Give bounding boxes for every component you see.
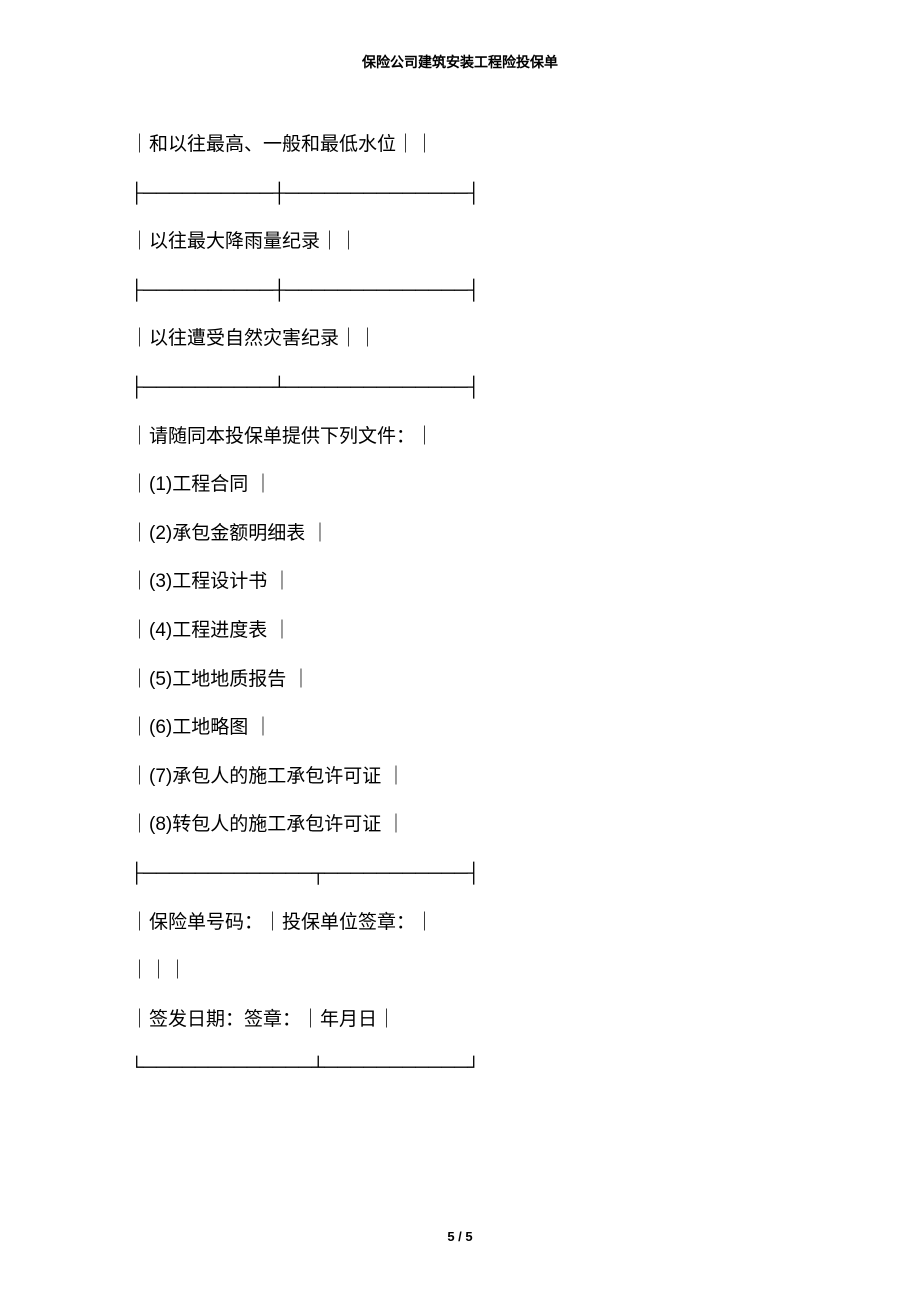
content-line: ｜保险单号码：｜投保单位签章：｜ (130, 910, 790, 937)
content-line: ｜(2)承包金额明细表 ｜ (130, 521, 790, 548)
content-line: ｜以往最大降雨量纪录｜｜ (130, 229, 790, 256)
content-line: ｜(5)工地地质报告 ｜ (130, 667, 790, 694)
content-line: ｜(7)承包人的施工承包许可证 ｜ (130, 764, 790, 791)
content-line: ｜请随同本投保单提供下列文件：｜ (130, 424, 790, 451)
page-header-title: 保险公司建筑安装工程险投保单 (0, 0, 920, 72)
divider-line: └─────────────┴───────────┘ (130, 1055, 790, 1082)
page-footer: 5 / 5 (0, 1229, 920, 1244)
divider-line: ├─────────────┬───────────┤ (130, 861, 790, 888)
content-line: ｜(1)工程合同 ｜ (130, 472, 790, 499)
content-line: ｜(6)工地略图 ｜ (130, 715, 790, 742)
content-line: ｜签发日期：签章：｜年月日｜ (130, 1007, 790, 1034)
content-line: ｜和以往最高、一般和最低水位｜｜ (130, 132, 790, 159)
content-line: ｜(8)转包人的施工承包许可证 ｜ (130, 812, 790, 839)
divider-line: ├──────────┴──────────────┤ (130, 375, 790, 402)
content-line: ｜(4)工程进度表 ｜ (130, 618, 790, 645)
content-line: ｜｜｜ (130, 958, 790, 985)
divider-line: ├──────────┼──────────────┤ (130, 181, 790, 208)
content-line: ｜以往遭受自然灾害纪录｜｜ (130, 326, 790, 353)
document-content: ｜和以往最高、一般和最低水位｜｜ ├──────────┼───────────… (0, 72, 920, 1082)
divider-line: ├──────────┼──────────────┤ (130, 278, 790, 305)
content-line: ｜(3)工程设计书 ｜ (130, 569, 790, 596)
